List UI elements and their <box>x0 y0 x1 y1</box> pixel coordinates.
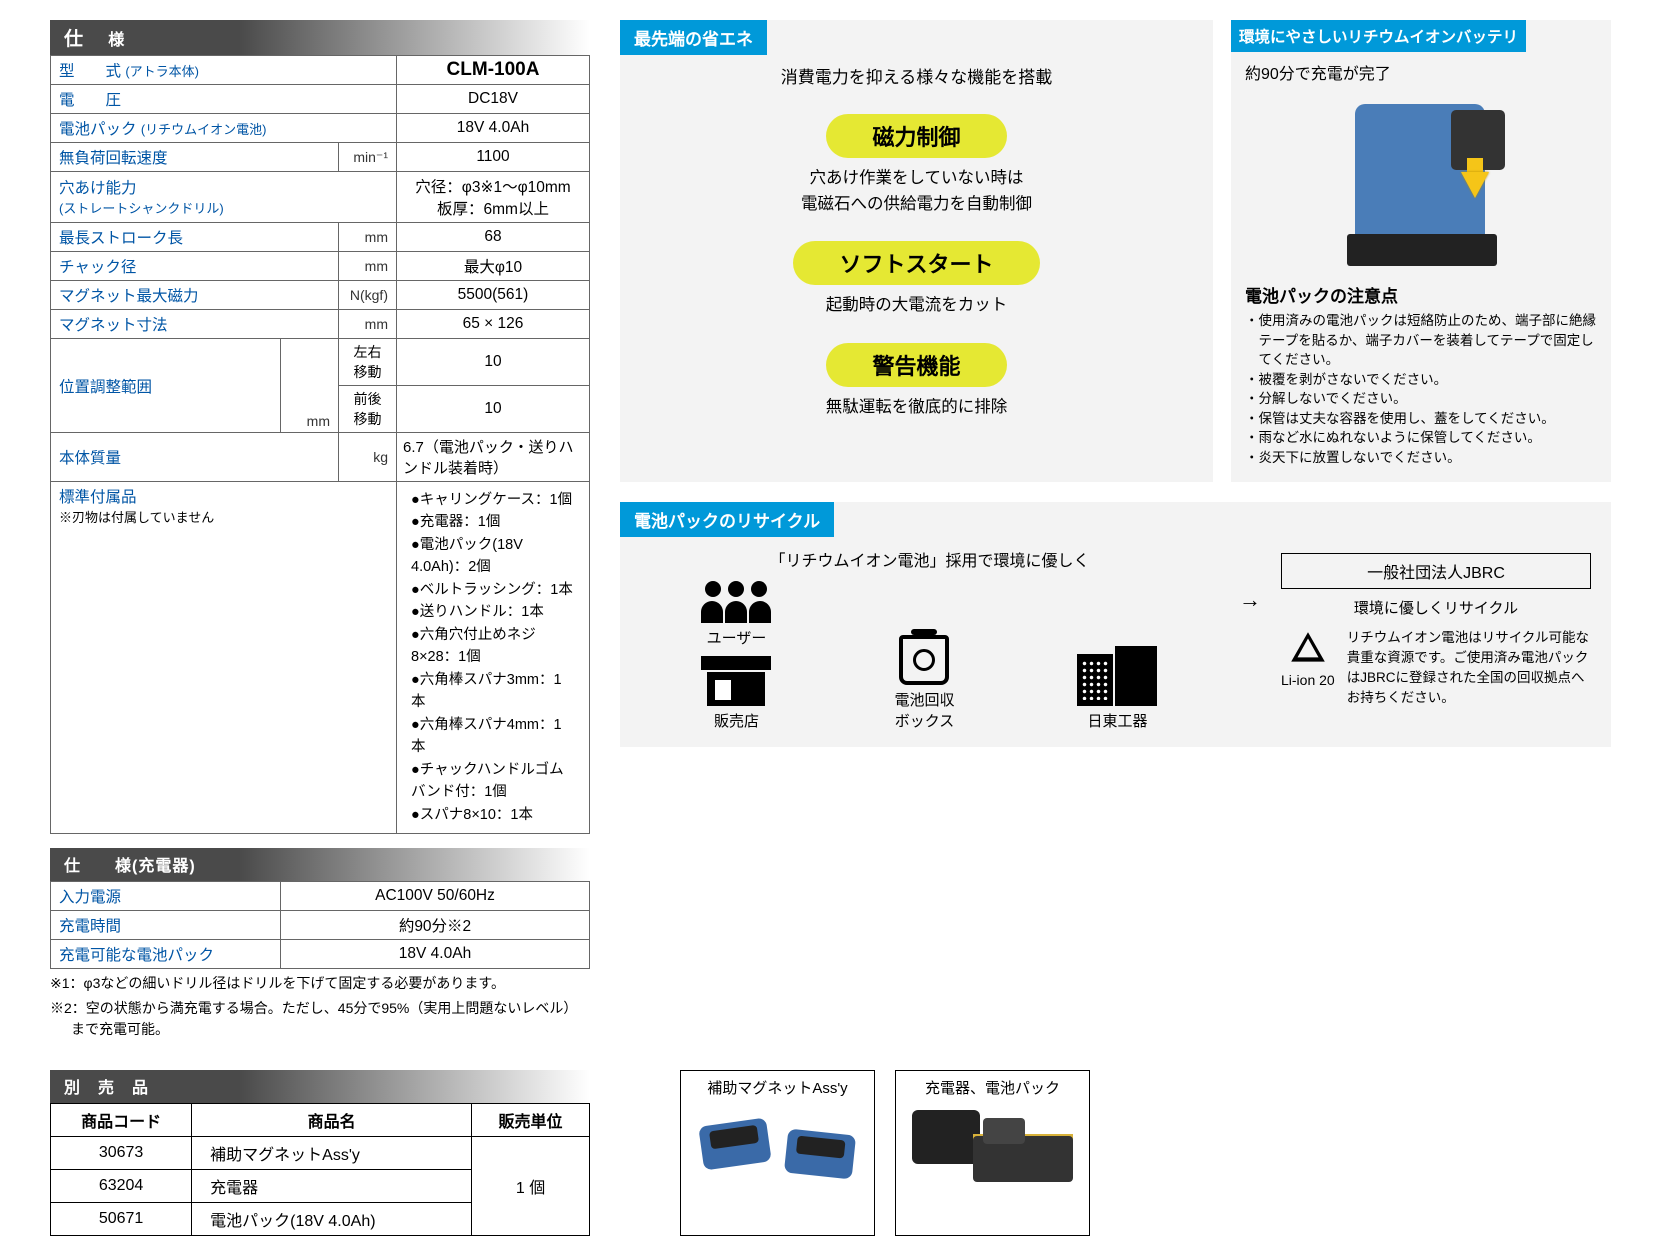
table-row: 無負荷回転速度 min⁻¹ 1100 <box>51 143 590 172</box>
eco-tag: 最先端の省エネ <box>620 20 767 55</box>
jbrc-box: 一般社団法人JBRC <box>1281 553 1591 589</box>
feature-desc: 穴あけ作業をしていない時は 電磁石への供給電力を自動制御 <box>638 166 1195 217</box>
table-row: 電池パック (リチウムイオン電池) 18V 4.0Ah <box>51 114 590 143</box>
table-row: 入力電源AC100V 50/60Hz <box>51 882 590 911</box>
caution-list: ・使用済みの電池パックは短絡防止のため、端子部に絶縁テープを貼るか、端子カバーを… <box>1245 311 1597 468</box>
table-row: 充電可能な電池パック18V 4.0Ah <box>51 940 590 969</box>
spec-header-main: 仕 <box>64 29 93 50</box>
icon-user: ユーザー 販売店 <box>701 581 771 731</box>
table-row: 充電時間約90分※2 <box>51 911 590 940</box>
table-row: マグネット最大磁力 N(kgf) 5500(561) <box>51 281 590 310</box>
feature-desc: 無駄運転を徹底的に排除 <box>638 395 1195 421</box>
eco-block: 最先端の省エネ 消費電力を抑える様々な機能を搭載 磁力制御穴あけ作業をしていない… <box>620 20 1213 482</box>
feature-pill: 磁力制御 <box>826 114 1006 158</box>
table-row: 電 圧 DC18V <box>51 85 590 114</box>
caution-title: 電池パックの注意点 <box>1245 282 1597 307</box>
battery-block: 環境にやさしいリチウムイオンバッテリ 約90分で充電が完了 電池パックの注意点 … <box>1231 20 1611 482</box>
charger-table: 入力電源AC100V 50/60Hz 充電時間約90分※2 充電可能な電池パック… <box>50 881 590 969</box>
product-box-magnet: 補助マグネットAss'y <box>680 1070 875 1236</box>
right-column: 最先端の省エネ 消費電力を抑える様々な機能を搭載 磁力制御穴あけ作業をしていない… <box>620 20 1611 1040</box>
table-row: 本体質量 kg 6.7（電池パック・送りハンドル装着時） <box>51 433 590 482</box>
recycle-block: 電池パックのリサイクル 「リチウムイオン電池」採用で環境に優しく ユーザー 販売… <box>620 502 1611 747</box>
left-column: 仕 様 型 式 (アトラ本体) CLM-100A 電 圧 DC18V 電池パック… <box>50 20 590 1040</box>
battery-tag: 環境にやさしいリチウムイオンバッテリ <box>1231 20 1526 52</box>
flow-arrow-icon: → <box>1239 547 1261 731</box>
recycle-subtitle: 環境に優しくリサイクル <box>1281 597 1591 618</box>
liion-icon: Li-ion 20 <box>1281 628 1335 688</box>
options-table: 商品コード 商品名 販売単位 30673補助マグネットAss'y1 個 6320… <box>50 1103 590 1236</box>
recycle-lead: 「リチウムイオン電池」採用で環境に優しく <box>640 547 1219 571</box>
table-row: 穴あけ能力(ストレートシャンクドリル) 穴径：φ3※1～φ10mm 板厚：6mm… <box>51 172 590 223</box>
icon-box: 電池回収 ボックス <box>894 635 954 731</box>
eco-lead: 消費電力を抑える様々な機能を搭載 <box>638 63 1195 88</box>
table-row: 型 式 (アトラ本体) CLM-100A <box>51 56 590 85</box>
feature-pill: ソフトスタート <box>793 241 1039 285</box>
battery-lead: 約90分で充電が完了 <box>1245 60 1597 84</box>
drill-illustration <box>1331 92 1511 272</box>
table-row: チャック径 mm 最大φ10 <box>51 252 590 281</box>
table-row: 最長ストローク長 mm 68 <box>51 223 590 252</box>
feature-pill: 警告機能 <box>826 343 1006 387</box>
table-row: 30673補助マグネットAss'y1 個 <box>51 1137 590 1170</box>
feature-desc: 起動時の大電流をカット <box>638 293 1195 319</box>
table-row: 位置調整範囲 mm 左右移動 10 <box>51 339 590 386</box>
recycle-tag: 電池パックのリサイクル <box>620 502 834 537</box>
options-block: 別 売 品 商品コード 商品名 販売単位 30673補助マグネットAss'y1 … <box>50 1070 590 1236</box>
table-row: マグネット寸法 mm 65 × 126 <box>51 310 590 339</box>
charger-header: 仕 様(充電器) <box>50 848 590 881</box>
footnote: ※1：φ3などの細いドリル径はドリルを下げて固定する必要があります。 <box>50 973 590 994</box>
spec-header-sub: 様 <box>108 32 125 49</box>
footnote: ※2：空の状態から満充電する場合。ただし、45分で95%（実用上問題ないレベル）… <box>50 998 590 1040</box>
recycle-text: リチウムイオン電池はリサイクル可能な貴重な資源です。ご使用済み電池パックはJBR… <box>1347 628 1591 709</box>
table-row: 標準付属品 ※刃物は付属していません ●キャリングケース：1個●充電器：1個●電… <box>51 482 590 834</box>
options-header: 別 売 品 <box>50 1070 590 1103</box>
spec-header: 仕 様 <box>50 20 590 55</box>
spec-table: 型 式 (アトラ本体) CLM-100A 電 圧 DC18V 電池パック (リチ… <box>50 55 590 834</box>
accessory-list: ●キャリングケース：1個●充電器：1個●電池パック(18V 4.0Ah)：2個●… <box>405 485 581 830</box>
product-box-charger: 充電器、電池パック <box>895 1070 1090 1236</box>
icon-maker: 日東工器 <box>1077 646 1157 731</box>
